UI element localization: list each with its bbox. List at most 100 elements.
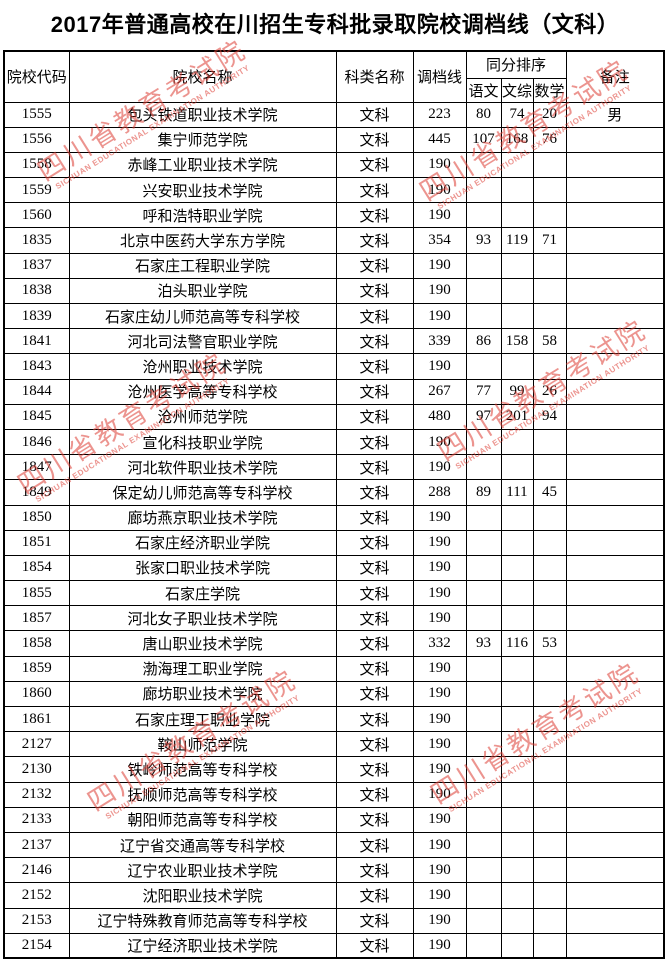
cell-chinese bbox=[465, 756, 502, 783]
cell-chinese: 107 bbox=[465, 126, 502, 153]
cell-category: 文科 bbox=[335, 504, 414, 531]
cell-code: 1846 bbox=[3, 428, 70, 456]
cell-chinese bbox=[465, 655, 502, 682]
cell-chinese bbox=[465, 277, 502, 305]
cell-remark bbox=[565, 277, 665, 305]
cell-score: 190 bbox=[412, 882, 467, 909]
cell-math bbox=[532, 580, 567, 607]
table-row: 1859 渤海理工职业学院 文科 190 bbox=[3, 655, 665, 682]
cell-comprehensive bbox=[500, 655, 534, 682]
cell-score: 190 bbox=[412, 806, 467, 833]
cell-remark bbox=[565, 252, 665, 279]
cell-code: 1843 bbox=[3, 353, 70, 380]
cell-comprehensive bbox=[500, 781, 534, 808]
cell-category: 文科 bbox=[335, 857, 414, 884]
table-row: 1849 保定幼儿师范高等专科学校 文科 288 89 111 45 bbox=[3, 479, 665, 506]
cell-comprehensive: 111 bbox=[500, 479, 534, 506]
cell-code: 2130 bbox=[3, 756, 70, 783]
cell-score: 267 bbox=[412, 378, 467, 405]
cell-comprehensive: 99 bbox=[500, 378, 534, 405]
cell-math bbox=[532, 781, 567, 808]
cell-name: 石家庄理工职业学院 bbox=[68, 705, 337, 733]
cell-remark bbox=[565, 479, 665, 506]
table-row: 2130 铁岭师范高等专科学校 文科 190 bbox=[3, 756, 665, 783]
cell-code: 1837 bbox=[3, 252, 70, 279]
cell-math bbox=[532, 806, 567, 833]
cell-category: 文科 bbox=[335, 680, 414, 708]
cell-remark bbox=[565, 202, 665, 229]
cell-comprehensive bbox=[500, 907, 534, 934]
cell-category: 文科 bbox=[335, 177, 414, 204]
cell-name: 朝阳师范高等专科学校 bbox=[68, 806, 337, 833]
cell-category: 文科 bbox=[335, 580, 414, 607]
cell-code: 1850 bbox=[3, 504, 70, 531]
cell-math bbox=[532, 353, 567, 380]
cell-comprehensive bbox=[500, 932, 534, 959]
table-row: 1559 兴安职业技术学院 文科 190 bbox=[3, 177, 665, 204]
cell-comprehensive bbox=[500, 454, 534, 481]
cell-math: 71 bbox=[532, 227, 567, 254]
cell-code: 2153 bbox=[3, 907, 70, 934]
cell-math: 20 bbox=[532, 101, 567, 128]
cell-remark bbox=[565, 378, 665, 405]
cell-chinese bbox=[465, 680, 502, 708]
cell-category: 文科 bbox=[335, 479, 414, 506]
cell-name: 石家庄学院 bbox=[68, 580, 337, 607]
cell-name: 沧州医学高等专科学校 bbox=[68, 378, 337, 405]
cell-name: 抚顺师范高等专科学校 bbox=[68, 781, 337, 808]
cell-category: 文科 bbox=[335, 454, 414, 481]
cell-code: 1855 bbox=[3, 580, 70, 607]
cell-math bbox=[532, 907, 567, 934]
cell-remark bbox=[565, 504, 665, 531]
cell-name: 鞍山师范学院 bbox=[68, 731, 337, 758]
cell-category: 文科 bbox=[335, 378, 414, 405]
cell-comprehensive bbox=[500, 504, 534, 531]
cell-chinese bbox=[465, 353, 502, 380]
cell-name: 廊坊燕京职业技术学院 bbox=[68, 504, 337, 531]
cell-name: 辽宁农业职业技术学院 bbox=[68, 857, 337, 884]
cell-comprehensive bbox=[500, 177, 534, 204]
table-row: 1841 河北司法警官职业学院 文科 339 86 158 58 bbox=[3, 328, 665, 355]
cell-remark bbox=[565, 756, 665, 783]
cell-comprehensive bbox=[500, 580, 534, 607]
cell-score: 354 bbox=[412, 227, 467, 254]
cell-chinese bbox=[465, 454, 502, 481]
cell-comprehensive bbox=[500, 831, 534, 859]
cell-code: 2152 bbox=[3, 882, 70, 909]
cell-remark bbox=[565, 328, 665, 355]
cell-code: 2133 bbox=[3, 806, 70, 833]
cell-math bbox=[532, 857, 567, 884]
cell-math bbox=[532, 554, 567, 582]
cell-comprehensive bbox=[500, 680, 534, 708]
cell-math bbox=[532, 454, 567, 481]
cell-chinese bbox=[465, 857, 502, 884]
cell-math bbox=[532, 882, 567, 909]
cell-math bbox=[532, 504, 567, 531]
header-comprehensive: 文综 bbox=[500, 77, 534, 103]
cell-math bbox=[532, 731, 567, 758]
cell-name: 集宁师范学院 bbox=[68, 126, 337, 153]
cell-name: 辽宁省交通高等专科学校 bbox=[68, 831, 337, 859]
cell-name: 石家庄经济职业学院 bbox=[68, 529, 337, 556]
cell-chinese: 86 bbox=[465, 328, 502, 355]
table-row: 1837 石家庄工程职业学院 文科 190 bbox=[3, 252, 665, 279]
cell-chinese bbox=[465, 504, 502, 531]
cell-chinese: 77 bbox=[465, 378, 502, 405]
header-code: 院校代码 bbox=[3, 50, 70, 103]
cell-chinese bbox=[465, 554, 502, 582]
cell-remark bbox=[565, 126, 665, 153]
cell-chinese bbox=[465, 882, 502, 909]
cell-comprehensive bbox=[500, 529, 534, 556]
cell-remark bbox=[565, 302, 665, 330]
cell-name: 保定幼儿师范高等专科学校 bbox=[68, 479, 337, 506]
cell-code: 1559 bbox=[3, 177, 70, 204]
table-row: 1850 廊坊燕京职业技术学院 文科 190 bbox=[3, 504, 665, 531]
cell-name: 赤峰工业职业技术学院 bbox=[68, 151, 337, 179]
cell-category: 文科 bbox=[335, 907, 414, 934]
cell-comprehensive: 168 bbox=[500, 126, 534, 153]
cell-comprehensive bbox=[500, 806, 534, 833]
cell-code: 1857 bbox=[3, 605, 70, 632]
cell-category: 文科 bbox=[335, 605, 414, 632]
cell-chinese bbox=[465, 580, 502, 607]
cell-name: 沧州职业技术学院 bbox=[68, 353, 337, 380]
